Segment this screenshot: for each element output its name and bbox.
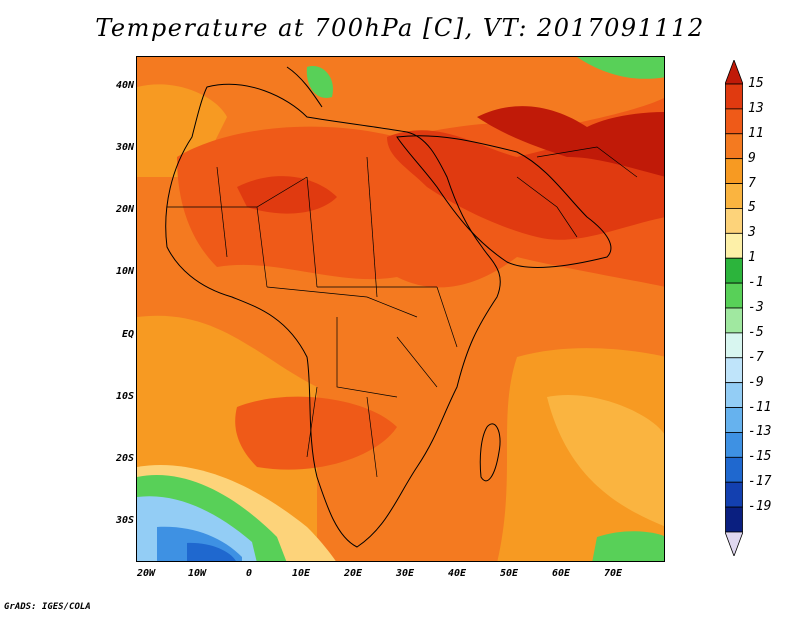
country-borders: [167, 146, 638, 478]
colorbar-label: -17: [748, 474, 772, 490]
colorbar-label: -13: [748, 424, 772, 440]
y-tick-label: 10S: [115, 391, 134, 402]
colorbar-top-triangle: [725, 60, 743, 85]
x-tick-label: 0: [245, 568, 253, 579]
field-patch-south-darkblue: [187, 542, 236, 561]
y-tick-label: 10N: [115, 266, 134, 277]
x-tick-label: 20E: [343, 568, 363, 579]
x-tick-label: 70E: [603, 568, 623, 579]
colorbar-segment: [725, 332, 743, 359]
field-patch-southafrica: [235, 396, 397, 470]
y-tick-label: EQ: [121, 329, 134, 340]
colorbar-segment: [725, 456, 743, 483]
field-patch-indian-cool: [547, 395, 664, 527]
colorbar-label: 9: [748, 150, 756, 166]
footer-credit: GrADS: IGES/COLA: [4, 602, 91, 612]
colorbar-segments: [725, 60, 743, 556]
colorbar-label: 13: [748, 100, 764, 116]
colorbar-label: -15: [748, 449, 772, 465]
colorbar-segment: [725, 108, 743, 135]
x-tick-label: 10W: [187, 568, 207, 579]
colorbar-label: -19: [748, 499, 772, 515]
colorbar: [725, 60, 743, 556]
y-tick-label: 20N: [115, 204, 134, 215]
x-tick-label: 20W: [136, 568, 156, 579]
colorbar-label: 3: [748, 225, 756, 241]
colorbar-label: 15: [748, 76, 764, 91]
colorbar-segment: [725, 83, 743, 110]
colorbar-segment: [725, 506, 743, 533]
x-tick-label: 50E: [499, 568, 519, 579]
colorbar-segment: [725, 133, 743, 160]
colorbar-label: -1: [748, 275, 764, 291]
coastlines: [165, 66, 612, 548]
colorbar-segment: [725, 183, 743, 209]
colorbar-label: -5: [748, 324, 764, 340]
colorbar-segment: [725, 432, 743, 458]
colorbar-segment: [725, 307, 743, 334]
y-tick-label: 30S: [115, 515, 134, 526]
colorbar-label: -11: [748, 399, 772, 415]
y-tick-label: 20S: [115, 453, 134, 464]
field-patch-caspian-green: [577, 57, 664, 79]
field-patch-italy-green: [306, 66, 333, 98]
field-patch-southeast-green: [592, 531, 664, 561]
field-patch-persia: [477, 106, 664, 177]
y-tick-label: 40N: [115, 80, 134, 91]
colorbar-label: 7: [748, 175, 756, 191]
colorbar-bottom-triangle: [725, 531, 743, 556]
x-tick-label: 30E: [395, 568, 415, 579]
colorbar-segment: [725, 257, 743, 284]
colorbar-segment: [725, 232, 743, 259]
colorbar-segment: [725, 357, 743, 384]
temperature-map: [136, 56, 665, 562]
x-tick-label: 60E: [551, 568, 571, 579]
y-tick-label: 30N: [115, 142, 134, 153]
x-tick-label: 10E: [291, 568, 311, 579]
colorbar-segment: [725, 382, 743, 408]
colorbar-segment: [725, 158, 743, 184]
colorbar-label: -9: [748, 374, 764, 390]
colorbar-label: -3: [748, 300, 764, 315]
colorbar-segment: [725, 481, 743, 508]
colorbar-label: 11: [748, 125, 764, 141]
colorbar-segment: [725, 208, 743, 234]
map-title: Temperature at 700hPa [C], VT: 201709111…: [95, 14, 705, 42]
colorbar-label: -7: [748, 349, 764, 365]
colorbar-label: 1: [748, 250, 756, 266]
x-tick-label: 40E: [447, 568, 467, 579]
colorbar-label: 5: [748, 200, 756, 216]
colorbar-segment: [725, 282, 743, 309]
temperature-field: [137, 57, 664, 561]
colorbar-segment: [725, 407, 743, 433]
